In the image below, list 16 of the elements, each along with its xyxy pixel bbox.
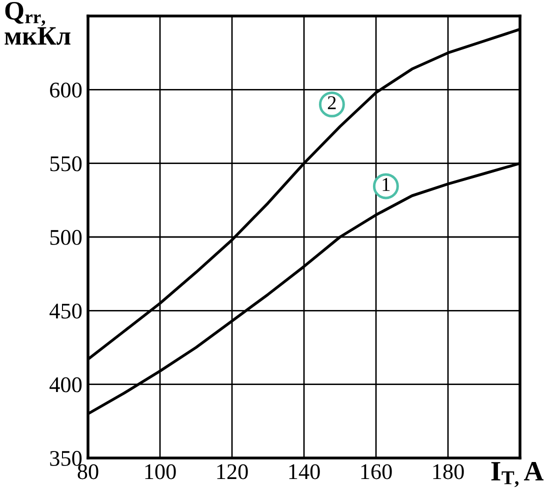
x-tick-label: 180 bbox=[433, 464, 464, 480]
y-tick-label: 450 bbox=[50, 304, 82, 319]
x-axis-title: I$_{T,}$A bbox=[491, 462, 544, 488]
x-tick-label: 140 bbox=[289, 464, 320, 480]
y-tick-label: 500 bbox=[50, 230, 82, 245]
y-tick-label: 600 bbox=[50, 82, 82, 98]
series-label: 2 bbox=[328, 96, 336, 110]
y-tick-label: 350 bbox=[50, 450, 82, 466]
x-tick-label: 100 bbox=[145, 464, 176, 480]
series-label: 1 bbox=[382, 178, 390, 191]
y-tick-label: 400 bbox=[50, 377, 82, 392]
x-tick-label: 80 bbox=[78, 464, 98, 480]
x-tick-label: 160 bbox=[361, 464, 392, 480]
y-axis-title: Q$_{rr,}$ мкКл bbox=[4, 2, 70, 45]
y-tick-label: 550 bbox=[50, 156, 82, 172]
x-tick-label: 120 bbox=[217, 464, 248, 480]
